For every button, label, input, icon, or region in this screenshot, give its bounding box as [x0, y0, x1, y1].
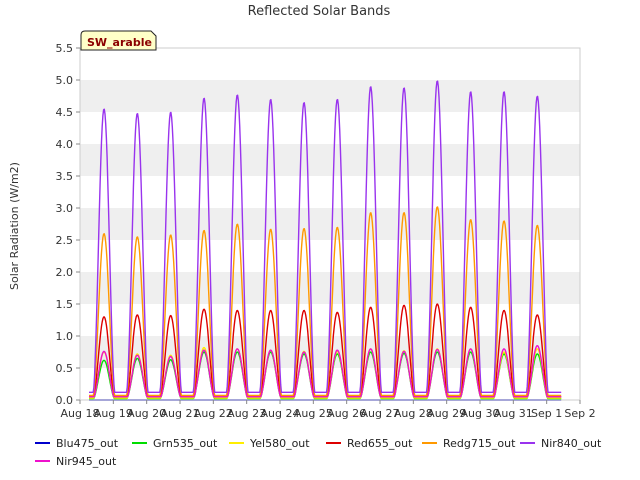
legend: Blu475_out Grn535_out Yel580_out Red655_out…	[35, 437, 602, 468]
chart-title: Reflected Solar Bands	[248, 4, 391, 19]
y-tick-label: 1.0	[56, 330, 74, 343]
y-tick-label: 0.0	[56, 394, 74, 407]
x-tick-label: Aug 30	[461, 407, 500, 420]
y-tick-label: 3.5	[56, 170, 74, 183]
x-tick-label: Sep 1	[531, 407, 562, 420]
x-tick-label: Aug 18	[61, 407, 100, 420]
x-tick-label: Aug 22	[194, 407, 233, 420]
legend-label: Redg715_out	[443, 437, 516, 450]
x-tick-label: Aug 24	[261, 407, 300, 420]
x-tick-label: Aug 21	[161, 407, 200, 420]
x-tick-label: Aug 25	[294, 407, 333, 420]
y-tick-label: 3.0	[56, 202, 74, 215]
x-tick-label: Aug 26	[327, 407, 366, 420]
y-tick-label: 5.5	[56, 42, 74, 55]
x-tick-label: Aug 23	[227, 407, 266, 420]
y-tick-label: 4.0	[56, 138, 74, 151]
legend-label: Yel580_out	[249, 437, 310, 450]
y-tick-label: 0.5	[56, 362, 74, 375]
plot-lines	[88, 80, 562, 401]
x-tick-label: Aug 28	[394, 407, 433, 420]
x-tick-label: Sep 2	[564, 407, 595, 420]
legend-label: Nir945_out	[56, 455, 117, 468]
y-tick-label: 5.0	[56, 74, 74, 87]
x-tick-label: Aug 20	[127, 407, 166, 420]
band	[80, 144, 580, 176]
legend-label: Grn535_out	[153, 437, 218, 450]
band	[80, 80, 580, 112]
dataset-badge: SW_arable	[80, 30, 157, 51]
legend-label: Blu475_out	[56, 437, 119, 450]
y-axis-ticks: 0.0 0.5 1.0 1.5 2.0 2.5 3.0 3.5 4.0 4.5 5.0 5.5	[56, 42, 80, 407]
series-line-nir840_out	[88, 80, 562, 393]
legend-label: Red655_out	[347, 437, 413, 450]
plot-frame	[79, 47, 581, 401]
y-tick-label: 2.0	[56, 266, 74, 279]
x-tick-label: Aug 29	[427, 407, 466, 420]
y-tick-label: 1.5	[56, 298, 74, 311]
y-tick-label: 2.5	[56, 234, 74, 247]
badge-label: SW_arable	[87, 36, 152, 49]
legend-label: Nir840_out	[541, 437, 602, 450]
band	[80, 208, 580, 240]
x-tick-label: Aug 19	[94, 407, 133, 420]
series-line-redg715_out	[88, 206, 562, 397]
y-axis-label: Solar Radiation (W/m2)	[8, 162, 21, 290]
y-tick-label: 4.5	[56, 106, 74, 119]
series-line-nir945_out	[88, 345, 562, 398]
x-tick-label: Aug 27	[361, 407, 400, 420]
badge-shape	[80, 30, 157, 51]
x-tick-label: Aug 31	[494, 407, 533, 420]
